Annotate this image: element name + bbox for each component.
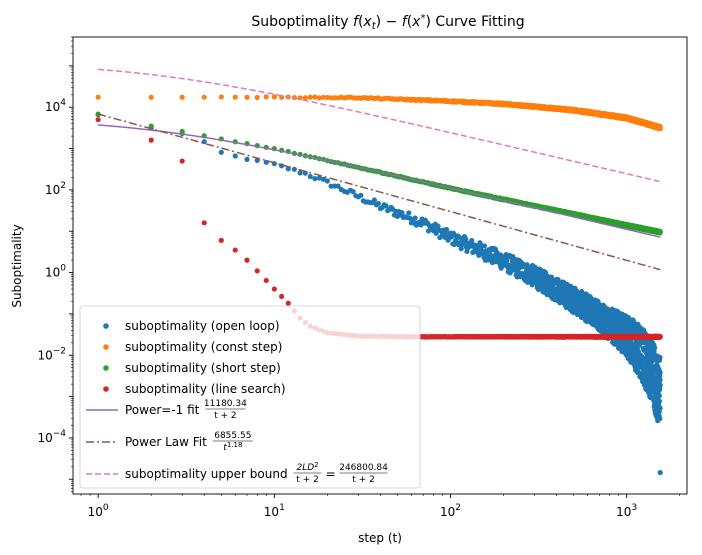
data-point-const (312, 94, 318, 100)
data-point-open (656, 398, 663, 404)
data-point-open (657, 469, 663, 476)
data-point-open (312, 176, 318, 182)
data-point-const (244, 94, 250, 100)
data-point-open (302, 170, 308, 176)
data-point-open (350, 189, 356, 195)
data-point-line (232, 247, 238, 253)
data-point-const (316, 95, 322, 101)
data-point-open (481, 243, 488, 249)
data-point-const (218, 94, 224, 100)
series-open (95, 112, 663, 476)
data-point-open (375, 200, 382, 207)
data-point-open (443, 226, 450, 233)
data-point-open (335, 183, 341, 189)
data-point-const (320, 94, 327, 100)
data-point-open (324, 178, 330, 184)
data-point-open (371, 197, 378, 203)
data-point-open (657, 369, 663, 376)
data-point-line (218, 237, 224, 243)
data-point-open (316, 175, 322, 181)
data-point-line (179, 158, 185, 164)
data-point-const (657, 125, 663, 132)
data-point-line (254, 268, 260, 274)
data-point-const (263, 94, 269, 100)
data-point-open (458, 246, 464, 252)
data-point-const (179, 94, 185, 100)
data-point-open (399, 210, 405, 216)
data-point-const (148, 94, 154, 100)
data-point-line (148, 137, 154, 143)
data-point-line (201, 220, 207, 226)
data-point-open (307, 173, 313, 180)
data-point-open (463, 236, 469, 242)
data-point-open (542, 269, 549, 276)
data-point-line (279, 293, 285, 300)
data-point-open (279, 163, 285, 169)
data-point-open (657, 377, 663, 383)
data-point-line (285, 300, 291, 306)
data-point-open (412, 215, 418, 221)
data-point-open (657, 405, 663, 411)
data-point-const (254, 94, 260, 101)
data-point-open (435, 223, 441, 229)
data-point-const (232, 94, 238, 100)
data-point-open (244, 156, 250, 162)
data-point-open (383, 203, 389, 209)
series-const (95, 94, 663, 132)
data-point-open (291, 166, 297, 172)
data-point-short (657, 228, 663, 235)
data-point-open (218, 149, 224, 155)
data-point-line (244, 257, 250, 263)
data-point-open (263, 159, 269, 165)
plot-area (95, 68, 663, 476)
data-point-open (297, 170, 303, 176)
data-point-open (358, 192, 364, 198)
data-point-const (302, 95, 308, 101)
data-point-open (637, 342, 643, 348)
chart-title: Suboptimality f(xt) − f(x*) Curve Fittin… (251, 13, 524, 32)
data-point-open (657, 415, 663, 422)
data-point-const (307, 94, 313, 100)
data-point-open (657, 382, 663, 388)
data-point-const (271, 94, 277, 100)
data-point-open (406, 210, 412, 216)
data-point-open (532, 264, 538, 270)
data-point-const (95, 94, 101, 100)
data-point-open (473, 243, 479, 249)
data-point-open (657, 355, 663, 361)
data-point-line (263, 277, 269, 284)
data-point-line (95, 117, 101, 123)
data-point-open (483, 252, 490, 258)
data-point-open (651, 345, 658, 351)
data-point-open (656, 393, 662, 399)
data-point-open (504, 258, 510, 264)
data-point-const (201, 94, 207, 100)
data-point-open (320, 176, 327, 182)
data-point-open (232, 153, 238, 159)
data-point-line (271, 286, 277, 292)
